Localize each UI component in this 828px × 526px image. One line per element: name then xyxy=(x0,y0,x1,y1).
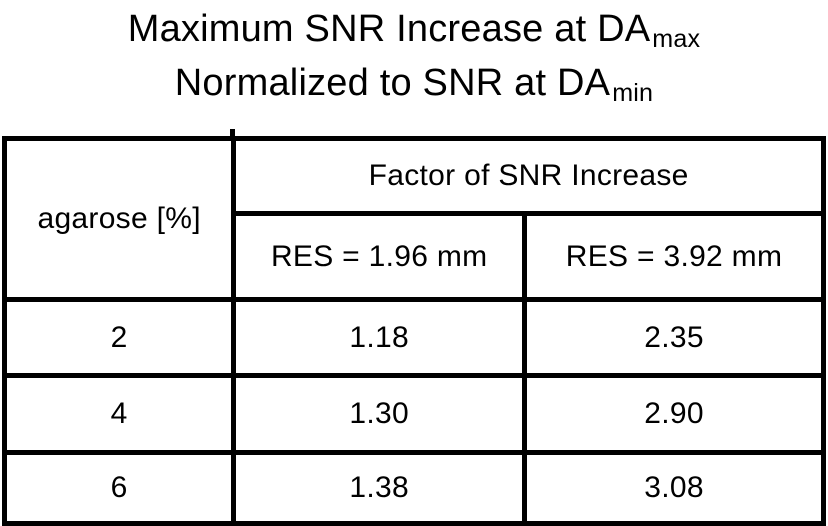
res-1-96-value-cell: 1.38 xyxy=(231,450,528,526)
agarose-value-cell: 4 xyxy=(1,373,237,455)
figure-title: Maximum SNR Increase at DAmax Normalized… xyxy=(0,4,828,112)
res-1-96-value-cell: 1.30 xyxy=(231,373,528,455)
res-3-92-value-cell: 2.90 xyxy=(522,373,826,455)
corner-header-agarose: agarose [%] xyxy=(1,136,237,302)
res-1-96-value-cell: 1.18 xyxy=(231,297,528,378)
snr-increase-table: agarose [%] Factor of SNR Increase RES =… xyxy=(1,136,826,526)
figure-title-line-2: Normalized to SNR at DAmin xyxy=(0,58,828,112)
group-header-factor-snr: Factor of SNR Increase xyxy=(231,136,826,216)
title-line2-subscript: min xyxy=(612,78,654,107)
res-3-92-value-cell: 2.35 xyxy=(522,297,826,378)
table-row: 6 1.38 3.08 xyxy=(1,450,826,526)
column-divider-artifact xyxy=(230,129,235,138)
column-header-res-1-96: RES = 1.96 mm xyxy=(231,211,528,302)
table-row: 4 1.30 2.90 xyxy=(1,373,826,455)
title-line1-text: Maximum SNR Increase at DA xyxy=(127,8,651,50)
table-row: 2 1.18 2.35 xyxy=(1,297,826,378)
title-line2-text: Normalized to SNR at DA xyxy=(174,62,611,104)
title-line1-subscript: max xyxy=(652,24,701,53)
column-header-res-3-92: RES = 3.92 mm xyxy=(522,211,826,302)
res-3-92-value-cell: 3.08 xyxy=(522,450,826,526)
agarose-value-cell: 2 xyxy=(1,297,237,378)
table-header-row-resolutions: RES = 1.96 mm RES = 3.92 mm xyxy=(5,211,826,302)
agarose-value-cell: 6 xyxy=(1,450,237,526)
figure-title-line-1: Maximum SNR Increase at DAmax xyxy=(0,4,828,58)
table-header-row-group: agarose [%] Factor of SNR Increase xyxy=(1,136,826,302)
